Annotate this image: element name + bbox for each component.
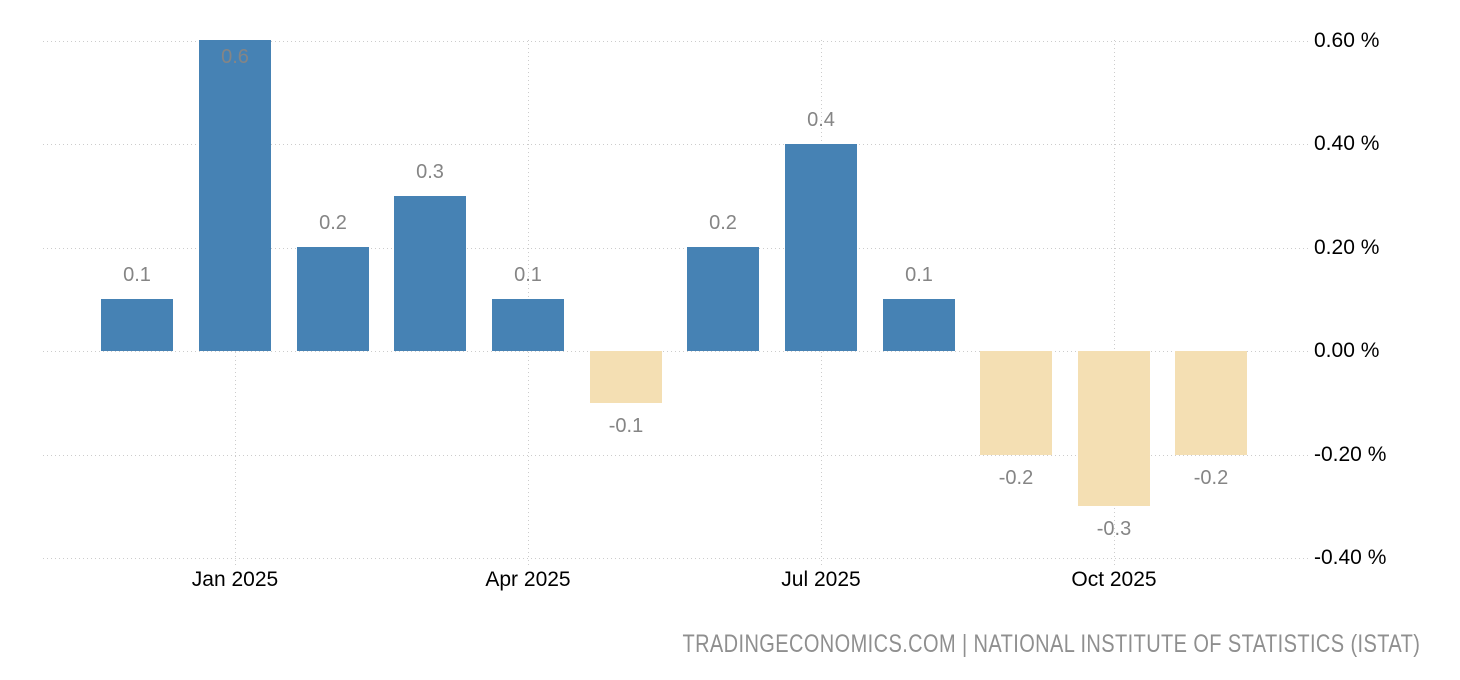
- y-tick-label: 0.60 %: [1314, 29, 1380, 52]
- bar-value-label: -0.2: [1193, 467, 1229, 489]
- bar-value-label: 0.2: [319, 212, 347, 234]
- bar-jan-2025[interactable]: [199, 40, 271, 351]
- gridline-h: [43, 455, 1308, 456]
- bar-value-label: 0.1: [123, 264, 151, 286]
- gridline-h: [43, 144, 1308, 145]
- bar-aug-2025[interactable]: [883, 299, 955, 351]
- y-tick-label: -0.20 %: [1314, 443, 1387, 466]
- bar-oct-2025[interactable]: [1078, 351, 1150, 506]
- bar-value-label: 0.3: [416, 161, 444, 183]
- bar-value-label: 0.6: [221, 46, 249, 68]
- source-attribution: TRADINGECONOMICS.COM | NATIONAL INSTITUT…: [682, 630, 1420, 658]
- bar-jul-2025[interactable]: [785, 144, 857, 351]
- gridline-v: [1114, 40, 1115, 568]
- y-tick-label: -0.40 %: [1314, 546, 1387, 569]
- bar-mar-2025[interactable]: [394, 196, 466, 351]
- x-tick-label: Apr 2025: [485, 568, 571, 591]
- bar-jun-2025[interactable]: [687, 247, 759, 351]
- bar-dec-2024[interactable]: [101, 299, 173, 351]
- bar-apr-2025[interactable]: [492, 299, 564, 351]
- bar-value-label: -0.1: [608, 415, 644, 437]
- bar-value-label: -0.3: [1096, 518, 1132, 540]
- bar-may-2025[interactable]: [590, 351, 662, 403]
- bar-sep-2025[interactable]: [980, 351, 1052, 455]
- x-tick-label: Oct 2025: [1071, 568, 1157, 591]
- gridline-h: [43, 558, 1308, 559]
- gridline-h: [43, 248, 1308, 249]
- bar-value-label: 0.2: [709, 212, 737, 234]
- bar-nov-2025[interactable]: [1175, 351, 1247, 455]
- bar-value-label: 0.1: [514, 264, 542, 286]
- gridline-h: [43, 351, 1308, 352]
- bar-value-label: 0.4: [807, 109, 835, 131]
- x-tick-label: Jul 2025: [781, 568, 861, 591]
- bar-feb-2025[interactable]: [297, 247, 369, 351]
- bar-value-label: -0.2: [998, 467, 1034, 489]
- y-tick-label: 0.00 %: [1314, 339, 1380, 362]
- bar-value-label: 0.1: [905, 264, 933, 286]
- y-tick-label: 0.20 %: [1314, 236, 1380, 259]
- y-tick-label: 0.40 %: [1314, 132, 1380, 155]
- gridline-h: [43, 41, 1308, 42]
- x-tick-label: Jan 2025: [191, 568, 279, 591]
